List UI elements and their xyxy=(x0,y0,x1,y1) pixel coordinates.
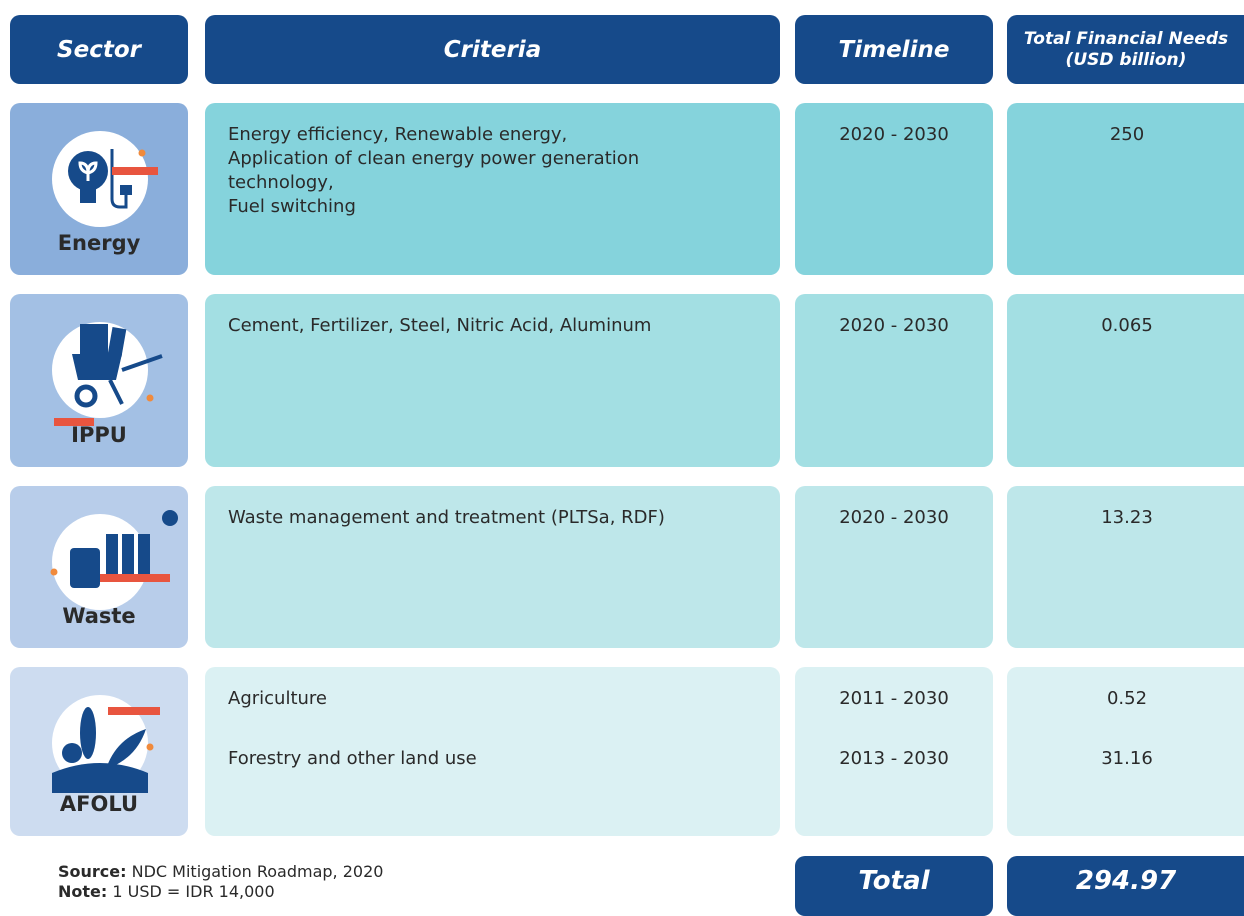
criteria-text: Waste management and treatment (PLTSa, R… xyxy=(228,507,665,528)
footnote: Source: NDC Mitigation Roadmap, 2020 Not… xyxy=(58,862,383,902)
criteria-item: Agriculture xyxy=(228,687,708,711)
total-value: 294.97 xyxy=(1007,856,1244,916)
sector-label: AFOLU xyxy=(59,792,139,816)
header-text: Timeline xyxy=(838,36,950,63)
criteria-text: Forestry and other land use xyxy=(228,748,477,769)
criteria-item: Waste management and treatment (PLTSa, R… xyxy=(228,506,708,530)
sector-icon xyxy=(52,322,163,426)
timeline-cell: 2020 - 2030 xyxy=(795,486,993,648)
timeline-text: 2011 - 2030 xyxy=(839,688,949,709)
header-timeline: Timeline xyxy=(795,15,993,84)
timeline-text: 2020 - 2030 xyxy=(839,124,949,145)
text: Total xyxy=(858,866,930,896)
text: NDC Mitigation Roadmap, 2020 xyxy=(131,862,384,881)
needs-cell: 0.065 xyxy=(1007,294,1244,467)
sector-icon xyxy=(52,695,160,793)
criteria-item: Cement, Fertilizer, Steel, Nitric Acid, … xyxy=(228,314,708,338)
header-text: Total Financial Needs xyxy=(1023,28,1229,49)
timeline-cell: 2020 - 2030 xyxy=(795,294,993,467)
sector-cell: AFOLU xyxy=(10,667,188,836)
criteria-cell: Waste management and treatment (PLTSa, R… xyxy=(205,486,780,648)
sector-icon xyxy=(50,510,178,610)
header-text: (USD billion) xyxy=(1065,49,1187,70)
criteria-text: Application of clean energy power genera… xyxy=(228,148,640,193)
criteria-cell: Energy efficiency, Renewable energy, Appl… xyxy=(205,103,780,275)
header-text: Criteria xyxy=(443,36,542,63)
needs-text: 0.065 xyxy=(1101,315,1153,336)
total-label: Total xyxy=(795,856,993,916)
header-needs: Total Financial Needs (USD billion) xyxy=(1007,15,1244,84)
text: 1 USD = IDR 14,000 xyxy=(112,882,275,901)
sector-cell: IPPU xyxy=(10,294,188,467)
criteria-item: Energy efficiency, Renewable energy, Appl… xyxy=(228,123,708,219)
page: Sector Criteria Timeline Total Financial… xyxy=(10,15,1244,916)
criteria-cell: Cement, Fertilizer, Steel, Nitric Acid, … xyxy=(205,294,780,467)
sector-label: Waste xyxy=(62,604,136,628)
needs-text: 0.52 xyxy=(1106,688,1148,709)
needs-cell: 0.52 31.16 xyxy=(1007,667,1244,836)
needs-cell: 13.23 xyxy=(1007,486,1244,648)
needs-cell: 250 xyxy=(1007,103,1244,275)
needs-text: 13.23 xyxy=(1101,507,1153,528)
timeline-cell: 2011 - 2030 2013 - 2030 xyxy=(795,667,993,836)
header-text: Sector xyxy=(57,36,141,63)
criteria-text: Energy efficiency, Renewable energy, xyxy=(228,124,568,145)
label: Source: xyxy=(58,862,127,881)
header-sector: Sector xyxy=(10,15,188,84)
needs-text: 31.16 xyxy=(1101,748,1153,769)
sector-icon xyxy=(52,131,158,227)
header-criteria: Criteria xyxy=(205,15,780,84)
sector-cell: Waste xyxy=(10,486,188,648)
criteria-text: Agriculture xyxy=(228,688,327,709)
sector-label: IPPU xyxy=(71,423,127,447)
criteria-text: Cement, Fertilizer, Steel, Nitric Acid, … xyxy=(228,315,652,336)
timeline-text: 2020 - 2030 xyxy=(839,507,949,528)
criteria-item: Forestry and other land use xyxy=(228,747,708,771)
note-line: Note: 1 USD = IDR 14,000 xyxy=(58,882,383,902)
sector-label: Energy xyxy=(57,231,141,255)
text: 294.97 xyxy=(1075,866,1177,896)
criteria-text: Fuel switching xyxy=(228,196,356,217)
needs-text: 250 xyxy=(1109,124,1145,145)
source-line: Source: NDC Mitigation Roadmap, 2020 xyxy=(58,862,383,882)
sector-cell: Energy xyxy=(10,103,188,275)
timeline-text: 2020 - 2030 xyxy=(839,315,949,336)
label: Note: xyxy=(58,882,108,901)
timeline-cell: 2020 - 2030 xyxy=(795,103,993,275)
criteria-cell: Agriculture Forestry and other land use xyxy=(205,667,780,836)
timeline-text: 2013 - 2030 xyxy=(839,748,949,769)
